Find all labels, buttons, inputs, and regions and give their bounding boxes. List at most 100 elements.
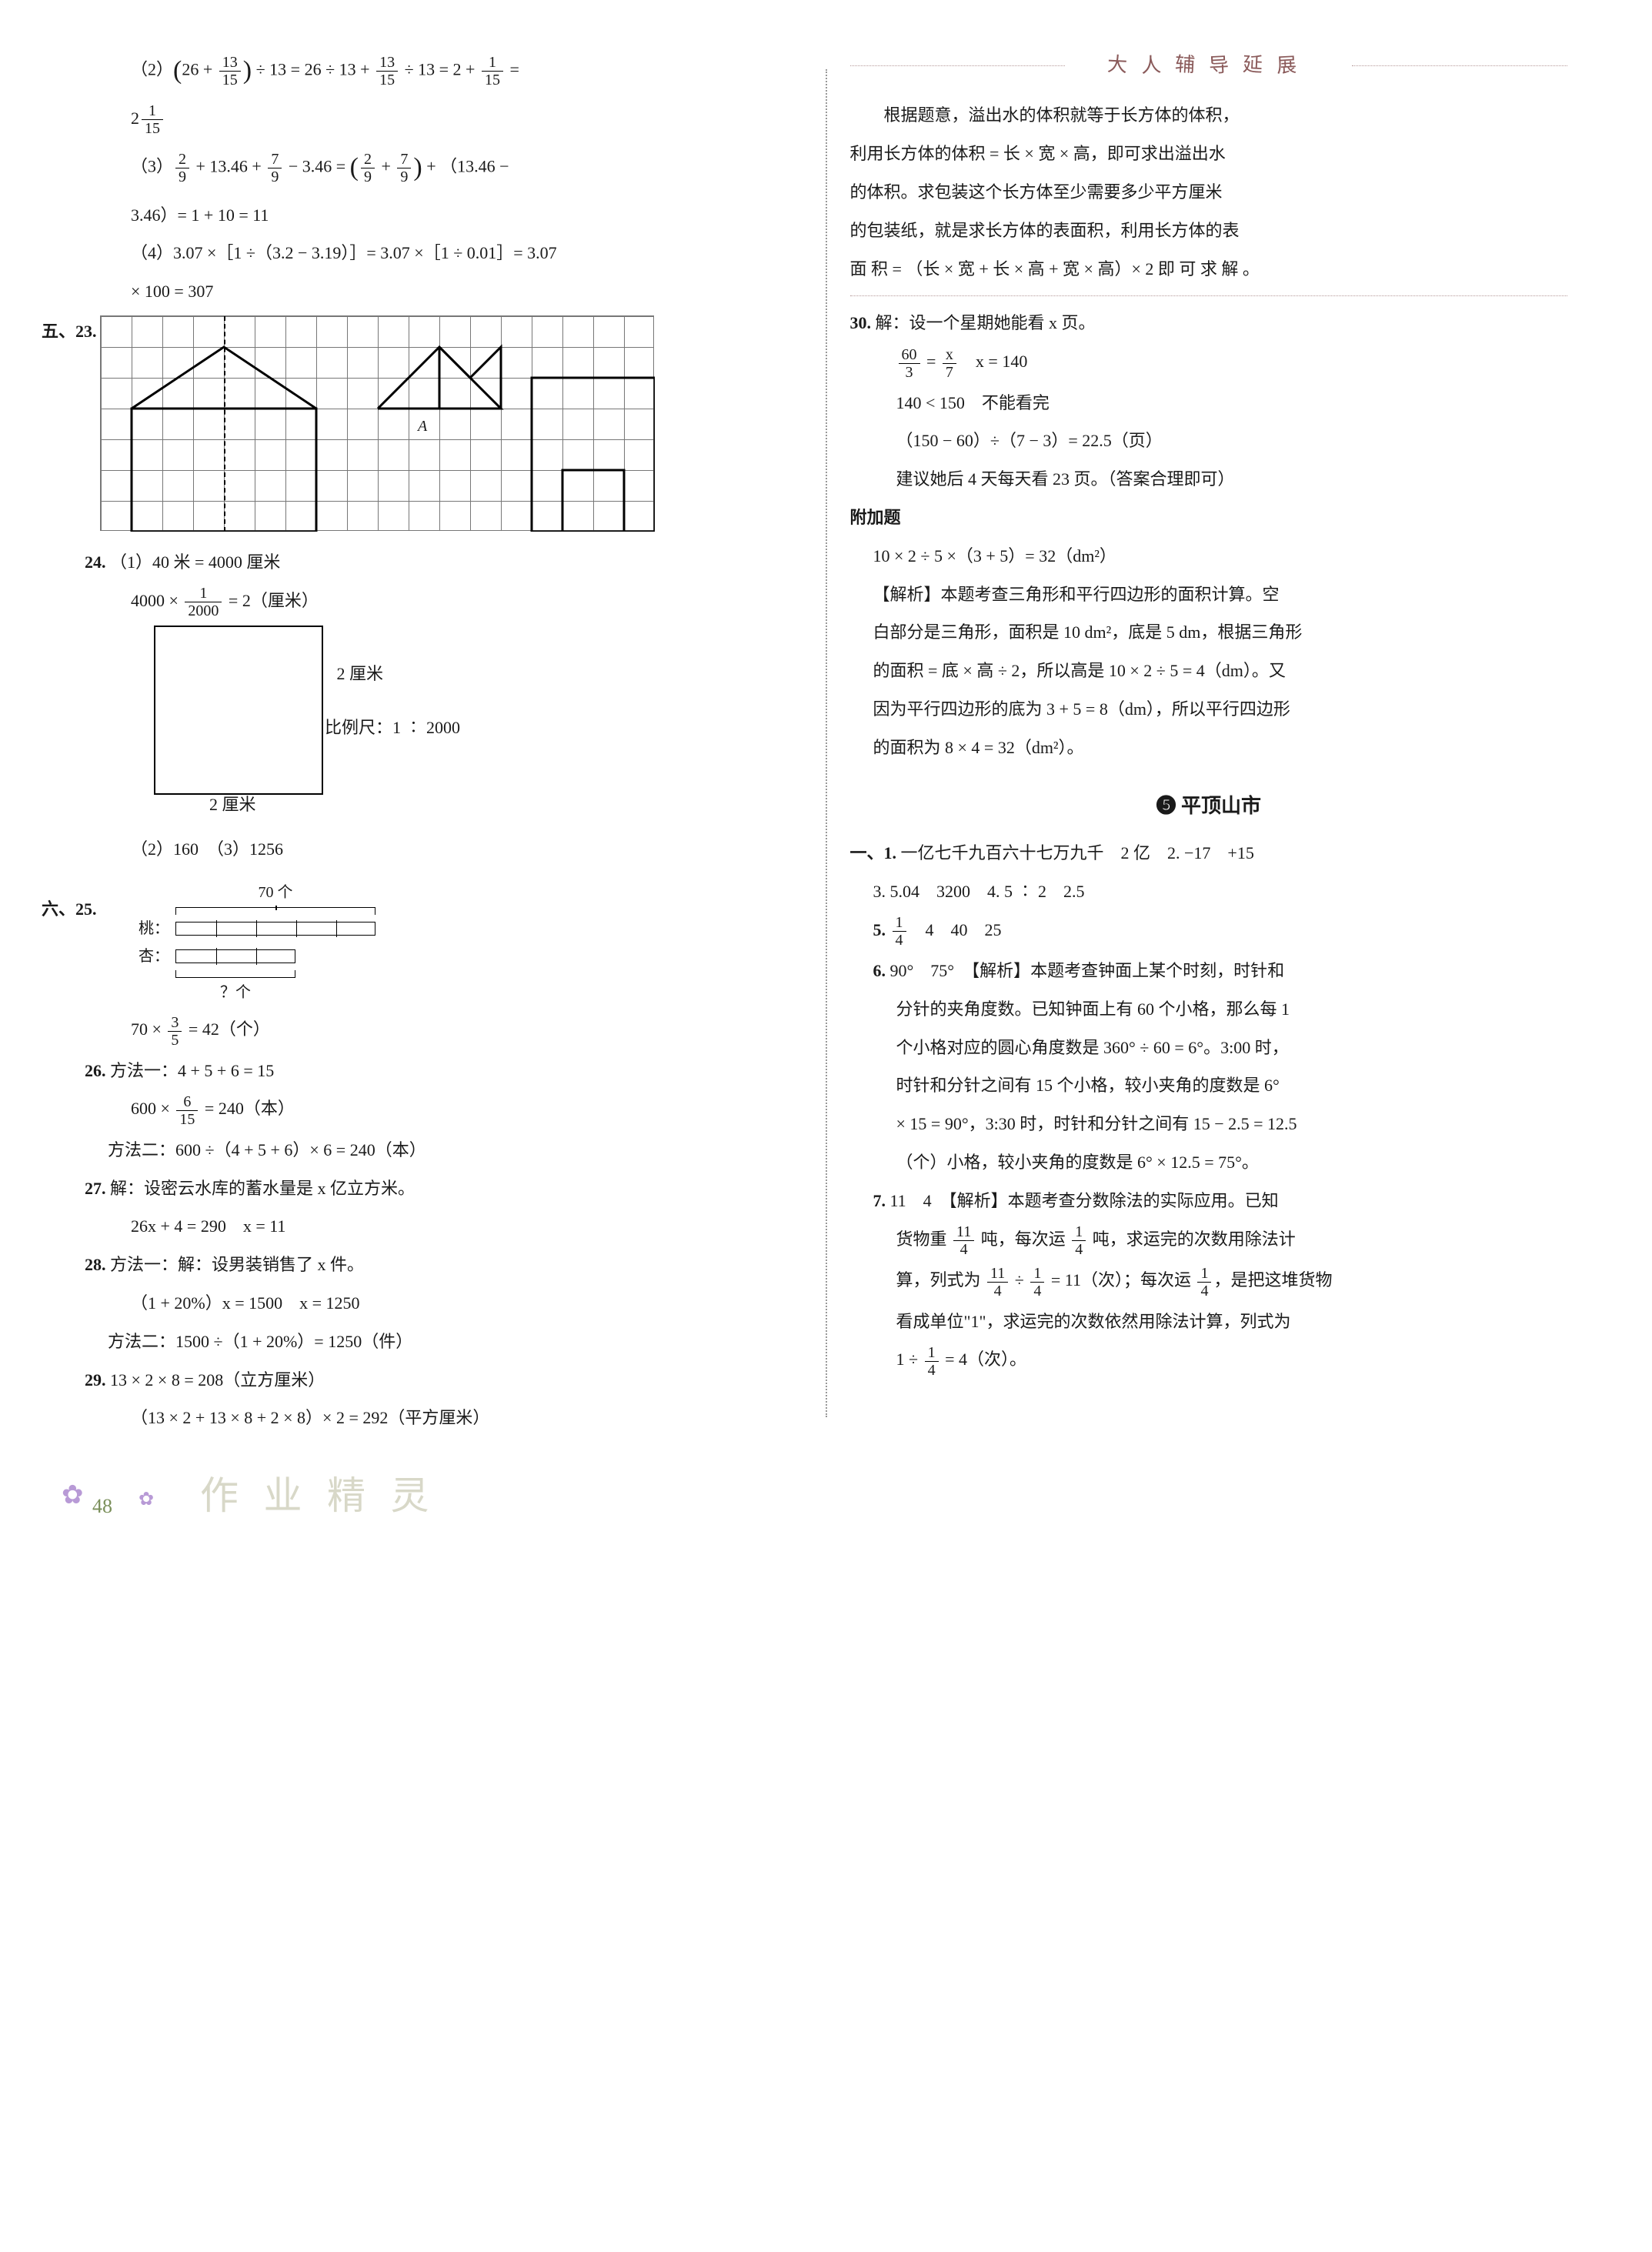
a7b: 货物重 114 吨，每次运 14 吨，求运完的次数用除法计	[850, 1223, 1568, 1258]
frac-1-4e: 14	[925, 1344, 939, 1379]
a7d: 看成单位"1"，求运完的次数依然用除法计算，列式为	[850, 1306, 1568, 1338]
r-p2: 利用长方体的体积 = 长 × 宽 × 高，即可求出溢出水	[850, 138, 1568, 170]
frac-11-4: 114	[953, 1223, 974, 1258]
frac-13-15b: 1315	[376, 54, 398, 88]
sq-label-bottom: 2 厘米	[209, 789, 256, 821]
q26c: 方法二：600 ÷（4 + 5 + 6）× 6 = 240（本）	[85, 1134, 803, 1166]
q28b: （1 + 20%）x = 1500 x = 1250	[85, 1287, 803, 1320]
q2-mid2: ÷ 13 = 2 +	[400, 59, 479, 78]
bar-peach	[175, 922, 375, 936]
left-column: （2）(26 + 1315) ÷ 13 = 26 ÷ 13 + 1315 ÷ 1…	[62, 46, 826, 1440]
a6d: 时针和分针之间有 15 个小格，较小夹角的度数是 6°	[850, 1069, 1568, 1102]
a3: 3. 5.04 3200 4. 5 ∶ 2 2.5	[850, 876, 1568, 908]
q30b: 603 = x7 x = 140	[850, 345, 1568, 380]
flower-icon: ✿	[62, 1481, 84, 1510]
frac-1-4b: 14	[1072, 1223, 1086, 1258]
frac-x-7: x7	[943, 346, 956, 381]
sq-label-right2: 比例尺：1 ∶ 2000	[325, 712, 460, 744]
q24b: 4000 × 12000 = 2（厘米）	[85, 585, 803, 619]
q3-line1: （3）29 + 13.46 + 79 − 3.46 = (29 + 79) + …	[85, 143, 803, 193]
a1: 一、1. 一亿七千九百六十七万九千 2 亿 2. −17 +15	[850, 837, 1568, 869]
frac-1-4d: 14	[1197, 1265, 1211, 1299]
r-p5: 面 积 = （长 × 宽 + 长 × 高 + 宽 × 高）× 2 即 可 求 解…	[850, 253, 1568, 285]
q24: 24. （1）40 米 = 4000 厘米	[85, 546, 803, 579]
q28: 28. 方法一：解：设男装销售了 x 件。	[85, 1249, 803, 1281]
r-p4: 的包装纸，就是求长方体的表面积，利用长方体的表	[850, 215, 1568, 247]
q25b: 70 × 35 = 42（个）	[85, 1013, 803, 1048]
q27: 27. 解：设密云水库的蓄水量是 x 亿立方米。	[85, 1173, 803, 1205]
frac-6-15: 615	[176, 1093, 198, 1128]
bar-q-label: ？个	[175, 978, 295, 1007]
q3-line2: 3.46）= 1 + 10 = 11	[85, 199, 803, 232]
bar-apricot-label: 杏：	[139, 942, 169, 971]
q30c: 140 < 150 不能看完	[850, 387, 1568, 419]
lparen: (	[173, 56, 182, 85]
right-column: 大人辅导延展 根据题意，溢出水的体积就等于长方体的体积， 利用长方体的体积 = …	[827, 46, 1591, 1440]
frac-13-15: 1315	[219, 54, 241, 88]
a6b: 分针的夹角度数。已知钟面上有 60 个小格，那么每 1	[850, 993, 1568, 1026]
grid-figure: A	[100, 315, 654, 531]
q24-num: 24.	[85, 552, 106, 572]
bar-diagram: 70 个 桃： 杏： ？个	[139, 878, 803, 1007]
frac-7-9b: 79	[397, 151, 411, 185]
q27b: 26x + 4 = 290 x = 11	[85, 1210, 803, 1243]
a6e: × 15 = 90°，3:30 时，时针和分针之间有 15 − 2.5 = 12…	[850, 1108, 1568, 1140]
section-5: 五、23. A	[85, 315, 803, 531]
q30: 30. 解：设一个星期她能看 x 页。	[850, 307, 1568, 339]
q2-mid: ÷ 13 = 26 ÷ 13 +	[252, 59, 374, 78]
a5: 5. 14 4 40 25	[850, 914, 1568, 949]
watermark-text: 作 业 精 灵	[200, 1460, 437, 1533]
label-a: A	[418, 412, 427, 441]
frac-1-2000: 12000	[185, 585, 222, 619]
frac-2-9: 29	[175, 151, 189, 185]
r-p1: 根据题意，溢出水的体积就等于长方体的体积，	[850, 99, 1568, 132]
q4-line2: × 100 = 307	[85, 275, 803, 308]
frac-1-4: 14	[893, 914, 906, 949]
a7e: 1 ÷ 14 = 4（次）。	[850, 1343, 1568, 1378]
rparen: )	[243, 56, 252, 85]
extra-5: 因为平行四边形的底为 3 + 5 = 8（dm），所以平行四边形	[850, 693, 1568, 726]
flower-icon-2: ✿	[139, 1483, 154, 1518]
q30e: 建议她后 4 天每天看 23 页。（答案合理即可）	[850, 463, 1568, 495]
dotted-rule	[850, 295, 1568, 296]
grid-shapes-svg	[101, 316, 655, 532]
frac-60-3: 603	[899, 346, 920, 381]
a7c: 算，列式为 114 ÷ 14 = 11（次）；每次运 14，是把这堆货物	[850, 1264, 1568, 1299]
q29: 29. 13 × 2 × 8 = 208（立方厘米）	[85, 1364, 803, 1396]
q26: 26. 方法一：4 + 5 + 6 = 15	[85, 1055, 803, 1087]
q29b: （13 × 2 + 13 × 8 + 2 × 8）× 2 = 292（平方厘米）	[85, 1402, 803, 1434]
extra-3: 白部分是三角形，面积是 10 dm²，底是 5 dm，根据三角形	[850, 616, 1568, 649]
dashed-axis	[224, 316, 225, 532]
extra-2: 【解析】本题考查三角形和平行四边形的面积计算。空	[850, 579, 1568, 611]
extra-title: 附加题	[850, 502, 1568, 534]
q26b: 600 × 615 = 240（本）	[85, 1093, 803, 1127]
section-pingdingshan: ❺ 平顶山市	[850, 787, 1568, 825]
q4-line1: （4）3.07 ×［1 ÷（3.2 − 3.19）］= 3.07 ×［1 ÷ 0…	[85, 237, 803, 269]
q24c: （2）160 （3）1256	[85, 833, 803, 866]
extra-4: 的面积 = 底 × 高 ÷ 2，所以高是 10 × 2 ÷ 5 = 4（dm）。…	[850, 655, 1568, 687]
r-p3: 的体积。求包装这个长方体至少需要多少平方厘米	[850, 176, 1568, 209]
a6c: 个小格对应的圆心角度数是 360° ÷ 60 = 6°。3:00 时，	[850, 1032, 1568, 1064]
page-footer: ✿ 48 ✿ 作 业 精 灵	[62, 1471, 1590, 1533]
bar-apricot	[175, 949, 295, 963]
sec6-label: 六、25.	[42, 893, 97, 926]
q28c: 方法二：1500 ÷（1 + 20%）= 1250（件）	[85, 1326, 803, 1358]
q2-eq: =	[506, 59, 519, 78]
extra-6: 的面积为 8 × 4 = 32（dm²）。	[850, 732, 1568, 764]
q2-line1: （2）(26 + 1315) ÷ 13 = 26 ÷ 13 + 1315 ÷ 1…	[85, 46, 803, 96]
q2-ans: 2115	[85, 102, 803, 137]
frac-3-5: 35	[168, 1014, 182, 1049]
sec5-label: 五、23.	[42, 315, 97, 348]
bar-top-label: 70 个	[175, 878, 375, 907]
a7: 7. 11 4 【解析】本题考查分数除法的实际应用。已知	[850, 1185, 1568, 1217]
a6: 6. 90° 75° 【解析】本题考查钟面上某个时刻，时针和	[850, 955, 1568, 987]
frac-1-15: 115	[482, 54, 503, 88]
a6f: （个）小格，较小夹角的度数是 6° × 12.5 = 75°。	[850, 1146, 1568, 1179]
q24a: （1）40 米 = 4000 厘米	[110, 552, 280, 572]
frac-1-15b: 115	[142, 102, 163, 137]
frac-2-9b: 29	[361, 151, 375, 185]
q30d: （150 − 60）÷（7 − 3）= 22.5（页）	[850, 425, 1568, 457]
section-6: 六、25. 70 个 桃： 杏：	[85, 878, 803, 1007]
sq-label-right1: 2 厘米	[336, 658, 383, 690]
extra-1: 10 × 2 ÷ 5 ×（3 + 5）= 32（dm²）	[850, 540, 1568, 572]
